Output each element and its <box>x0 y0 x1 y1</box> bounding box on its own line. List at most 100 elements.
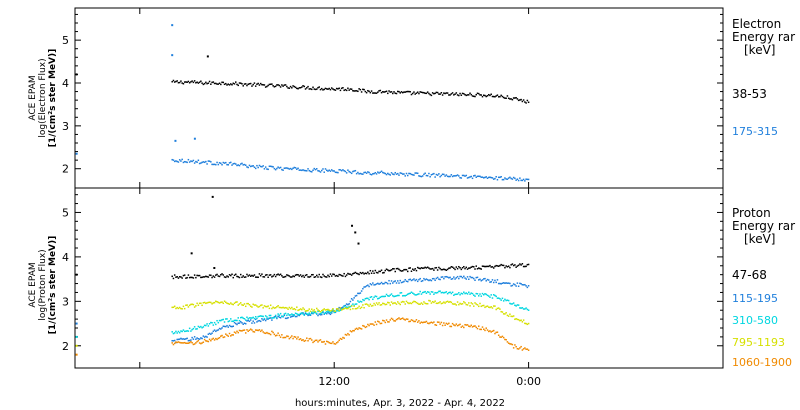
data-point <box>342 275 344 277</box>
data-point <box>263 168 266 170</box>
data-point <box>512 176 515 179</box>
data-point <box>180 160 182 162</box>
data-point <box>187 306 190 308</box>
data-point <box>251 317 253 319</box>
data-point <box>222 336 225 339</box>
data-point <box>454 268 456 271</box>
data-point <box>466 268 469 270</box>
data-point <box>408 172 410 175</box>
data-point <box>464 323 466 326</box>
data-point <box>253 304 256 306</box>
data-point <box>409 91 411 93</box>
data-point <box>173 160 176 163</box>
data-point <box>454 303 456 305</box>
data-point <box>171 331 173 333</box>
data-point <box>287 335 289 338</box>
data-point <box>500 283 502 285</box>
data-point <box>186 81 188 83</box>
data-point <box>292 308 294 310</box>
data-point <box>524 265 526 268</box>
data-point <box>202 326 205 328</box>
data-point <box>328 312 330 315</box>
data-point <box>511 263 514 265</box>
data-point <box>289 314 292 316</box>
data-point <box>406 280 409 283</box>
data-point <box>235 273 237 276</box>
data-point <box>320 312 323 314</box>
data-point <box>235 81 237 83</box>
data-point <box>463 326 465 329</box>
data-point <box>188 339 191 342</box>
data-point <box>279 316 282 319</box>
data-point <box>482 294 485 296</box>
data-point <box>247 319 249 322</box>
data-point <box>237 164 239 166</box>
data-point <box>474 174 476 177</box>
data-point <box>401 173 404 175</box>
data-point <box>220 319 222 322</box>
data-point <box>223 276 226 278</box>
data-point <box>218 162 221 164</box>
data-point <box>410 93 413 96</box>
data-point <box>424 302 426 305</box>
data-point <box>266 85 268 88</box>
data-point <box>471 265 474 268</box>
data-point <box>377 297 379 300</box>
data-point <box>425 278 428 280</box>
data-point <box>172 159 175 161</box>
data-point <box>430 279 433 282</box>
data-point <box>363 88 365 91</box>
data-point <box>378 297 380 300</box>
data-point <box>379 282 382 285</box>
data-point <box>384 303 387 306</box>
data-point <box>448 175 450 178</box>
data-point <box>450 174 453 176</box>
data-point <box>507 299 510 302</box>
data-point <box>485 305 487 308</box>
data-point <box>248 164 251 167</box>
data-point <box>524 101 526 103</box>
data-point <box>519 99 521 101</box>
data-point <box>436 291 439 294</box>
data-point <box>236 301 238 303</box>
data-point <box>183 307 186 310</box>
data-point <box>251 274 253 277</box>
data-point <box>510 264 512 266</box>
data-point <box>431 291 434 293</box>
data-point <box>439 323 441 325</box>
data-point <box>198 326 201 329</box>
data-point <box>205 340 207 342</box>
data-point <box>443 292 445 294</box>
data-point <box>236 330 238 333</box>
data-point <box>178 275 181 278</box>
data-point <box>309 310 312 313</box>
data-point <box>327 310 329 312</box>
data-point <box>304 169 307 172</box>
data-point <box>299 169 302 171</box>
data-point <box>385 303 388 306</box>
data-point <box>455 174 458 177</box>
data-point <box>378 270 380 273</box>
data-point <box>461 276 464 279</box>
data-point <box>504 313 506 315</box>
data-point <box>393 295 395 298</box>
data-point <box>360 328 363 330</box>
data-point <box>241 316 243 319</box>
data-point <box>340 309 343 311</box>
data-point <box>311 308 313 311</box>
data-point <box>492 267 495 269</box>
data-point <box>298 314 301 317</box>
data-point <box>434 300 436 302</box>
data-point <box>401 295 404 297</box>
data-point <box>176 160 178 163</box>
data-point <box>249 165 252 168</box>
data-point <box>294 86 297 89</box>
data-point <box>218 327 221 330</box>
data-point <box>267 332 269 335</box>
data-point <box>479 267 481 270</box>
data-point <box>314 310 317 313</box>
data-point <box>394 280 397 282</box>
data-point <box>257 320 259 322</box>
data-point <box>388 173 390 176</box>
data-point <box>461 174 464 177</box>
